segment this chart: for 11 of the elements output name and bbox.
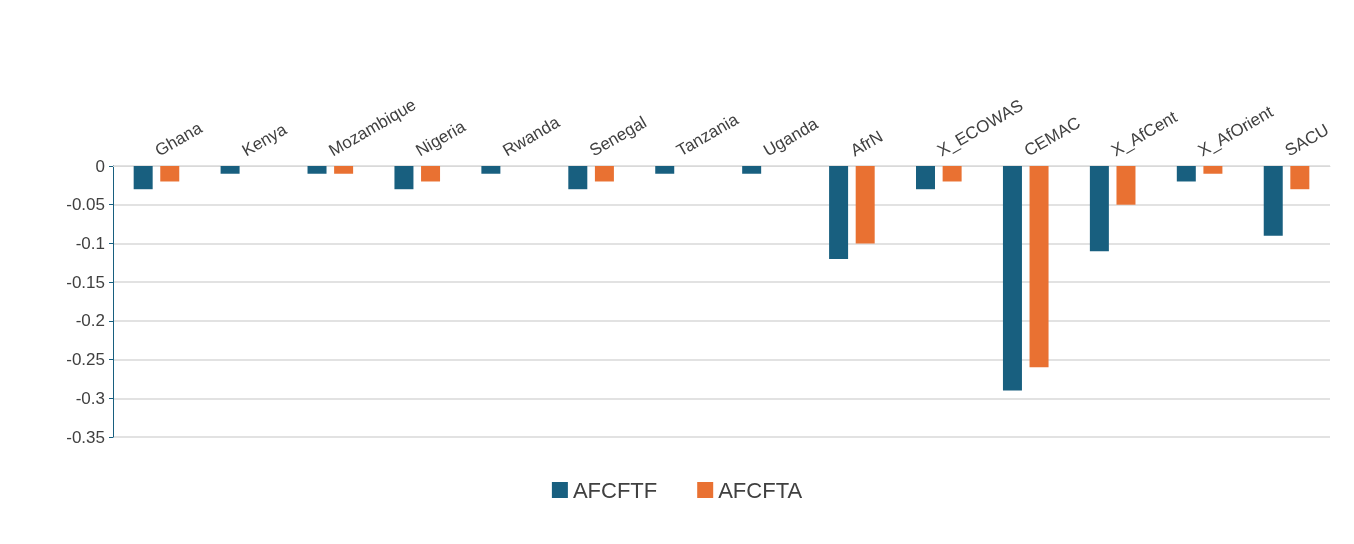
y-tick-label: -0.05 [66, 195, 105, 215]
x-tick-label: AfrN [847, 126, 887, 161]
y-tick-label: -0.1 [75, 233, 105, 253]
y-tick-label: -0.2 [75, 311, 105, 331]
y-tick-label: -0.25 [66, 350, 105, 370]
legend-label: AFCFTA [718, 477, 803, 503]
y-tick-label: -0.3 [75, 388, 105, 408]
y-tick-label: -0.35 [66, 427, 105, 447]
y-tick-label: -0.15 [66, 272, 105, 292]
legend-label: AFCFTF [572, 477, 658, 503]
y-tick-label: 0 [95, 156, 105, 176]
